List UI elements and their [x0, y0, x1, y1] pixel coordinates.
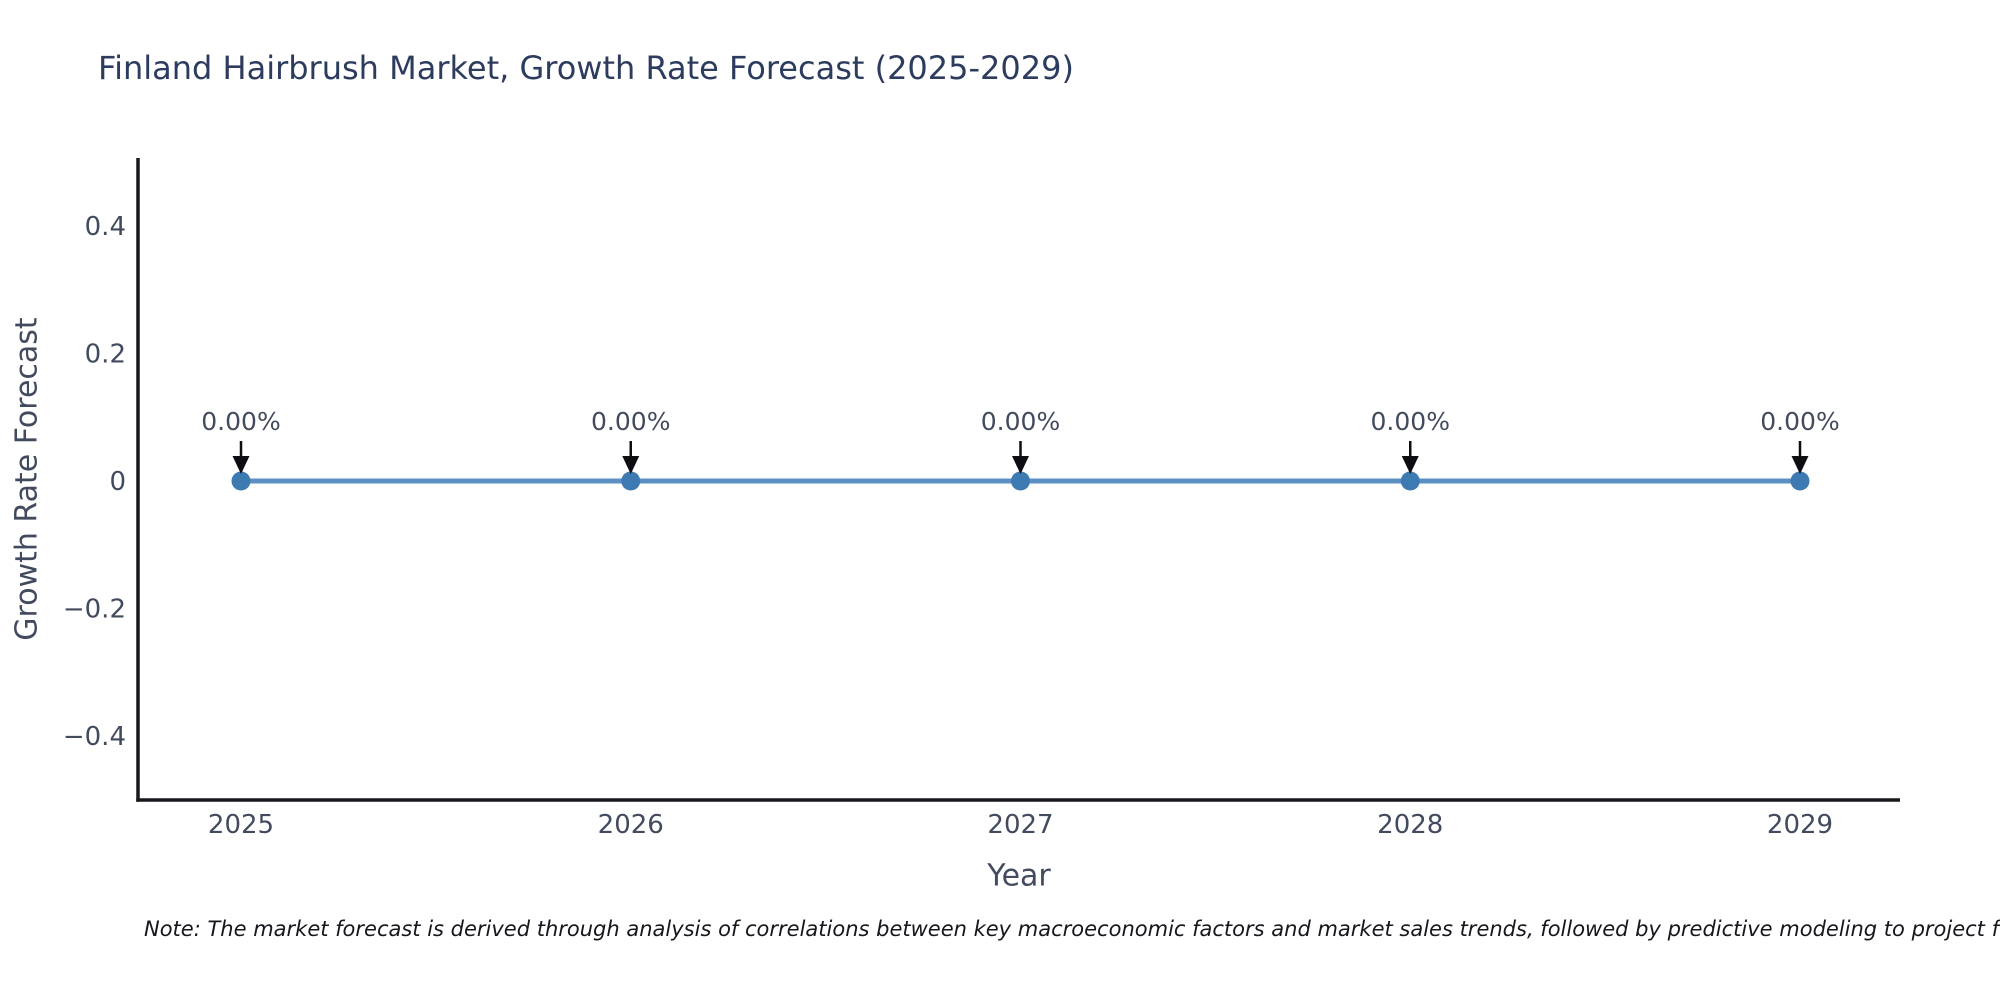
y-tick-label: 0.2	[85, 340, 126, 370]
point-annotations: 0.00% 0.00% 0.00% 0.00% 0.00%	[201, 407, 1840, 474]
y-tick-label: −0.4	[63, 722, 126, 752]
axes-spines	[136, 158, 1900, 802]
annotation-arrow-head	[1791, 456, 1809, 474]
data-point-marker	[231, 471, 251, 491]
x-tick-label: 2025	[208, 810, 274, 840]
x-tick-label: 2026	[598, 810, 664, 840]
data-point-marker	[621, 471, 641, 491]
x-tick-label: 2027	[987, 810, 1053, 840]
annotation-arrow-head	[1012, 456, 1029, 474]
data-point-marker	[1400, 471, 1420, 491]
annotation-arrow-head	[1401, 456, 1419, 474]
x-tick-label: 2029	[1767, 810, 1833, 840]
y-tick-label: −0.2	[63, 595, 126, 625]
x-axis-title: Year	[987, 858, 1051, 894]
y-tick-label: 0.4	[85, 212, 126, 242]
annotation-arrow-head	[622, 456, 640, 474]
point-value-label: 0.00%	[1760, 407, 1839, 436]
y-axis-ticks: 0.4 0.2 0 −0.2 −0.4	[63, 212, 126, 752]
point-value-label: 0.00%	[591, 407, 670, 436]
line-series	[231, 471, 1810, 491]
point-value-label: 0.00%	[1371, 407, 1450, 436]
point-value-label: 0.00%	[201, 407, 280, 436]
data-point-marker	[1011, 471, 1030, 491]
data-point-marker	[1790, 471, 1810, 491]
annotation-arrow-head	[232, 456, 250, 474]
footnote: Note: The market forecast is derived thr…	[144, 917, 2000, 941]
x-axis-ticks: 2025 2026 2027 2028 2029	[208, 810, 1833, 840]
point-value-label: 0.00%	[981, 407, 1060, 436]
chart-title: Finland Hairbrush Market, Growth Rate Fo…	[98, 49, 1074, 87]
x-tick-label: 2028	[1377, 810, 1443, 840]
y-tick-label: 0	[109, 467, 126, 497]
